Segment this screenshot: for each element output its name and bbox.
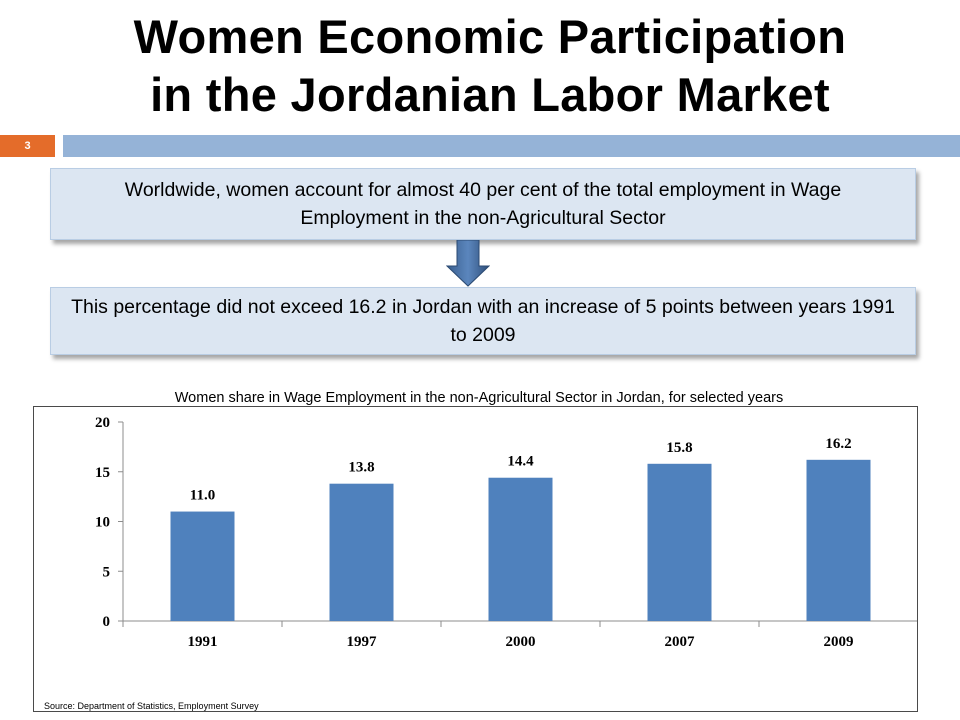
bar-value-label: 14.4 [507, 454, 534, 470]
bar-value-label: 16.2 [825, 436, 851, 452]
chart-frame: 0 5 10 15 20 11.0 1991 13.8 1997 14.4 2000 15.8 2007… [33, 406, 918, 712]
x-category-label: 2007 [665, 634, 696, 650]
callout-jordan-text: This percentage did not exceed 16.2 in J… [71, 296, 895, 346]
slide-title-line-2: in the Jordanian Labor Market [150, 68, 830, 121]
y-tick-label: 15 [95, 465, 110, 481]
bar-value-label: 11.0 [190, 488, 215, 504]
header-bar [63, 135, 960, 157]
bar [488, 477, 553, 621]
callout-worldwide-text: Worldwide, women account for almost 40 p… [124, 179, 842, 229]
y-tick-label: 5 [103, 564, 111, 580]
callout-worldwide: Worldwide, women account for almost 40 p… [50, 168, 916, 240]
bar [329, 483, 394, 621]
bar-value-label: 15.8 [666, 440, 692, 456]
y-tick-label: 10 [95, 515, 110, 531]
y-tick-label: 0 [103, 614, 111, 630]
down-arrow-icon [446, 240, 490, 287]
slide-title: Women Economic Participation in the Jord… [60, 8, 920, 124]
bar [170, 511, 235, 621]
slide-number: 3 [0, 135, 55, 157]
chart-title: Women share in Wage Employment in the no… [174, 390, 784, 406]
bar [806, 459, 871, 621]
x-category-label: 2009 [824, 634, 854, 650]
bar-chart: 0 5 10 15 20 11.0 1991 13.8 1997 14.4 2000 15.8 2007… [95, 415, 917, 650]
bar [647, 463, 712, 621]
x-category-label: 1997 [347, 634, 378, 650]
slide-title-line-1: Women Economic Participation [133, 10, 847, 63]
x-category-label: 2000 [506, 634, 536, 650]
bar-value-label: 13.8 [348, 460, 374, 476]
y-tick-label: 20 [95, 415, 110, 431]
source-note: Source: Department of Statistics, Employ… [44, 701, 259, 711]
x-category-label: 1991 [188, 634, 218, 650]
callout-jordan: This percentage did not exceed 16.2 in J… [50, 287, 916, 355]
